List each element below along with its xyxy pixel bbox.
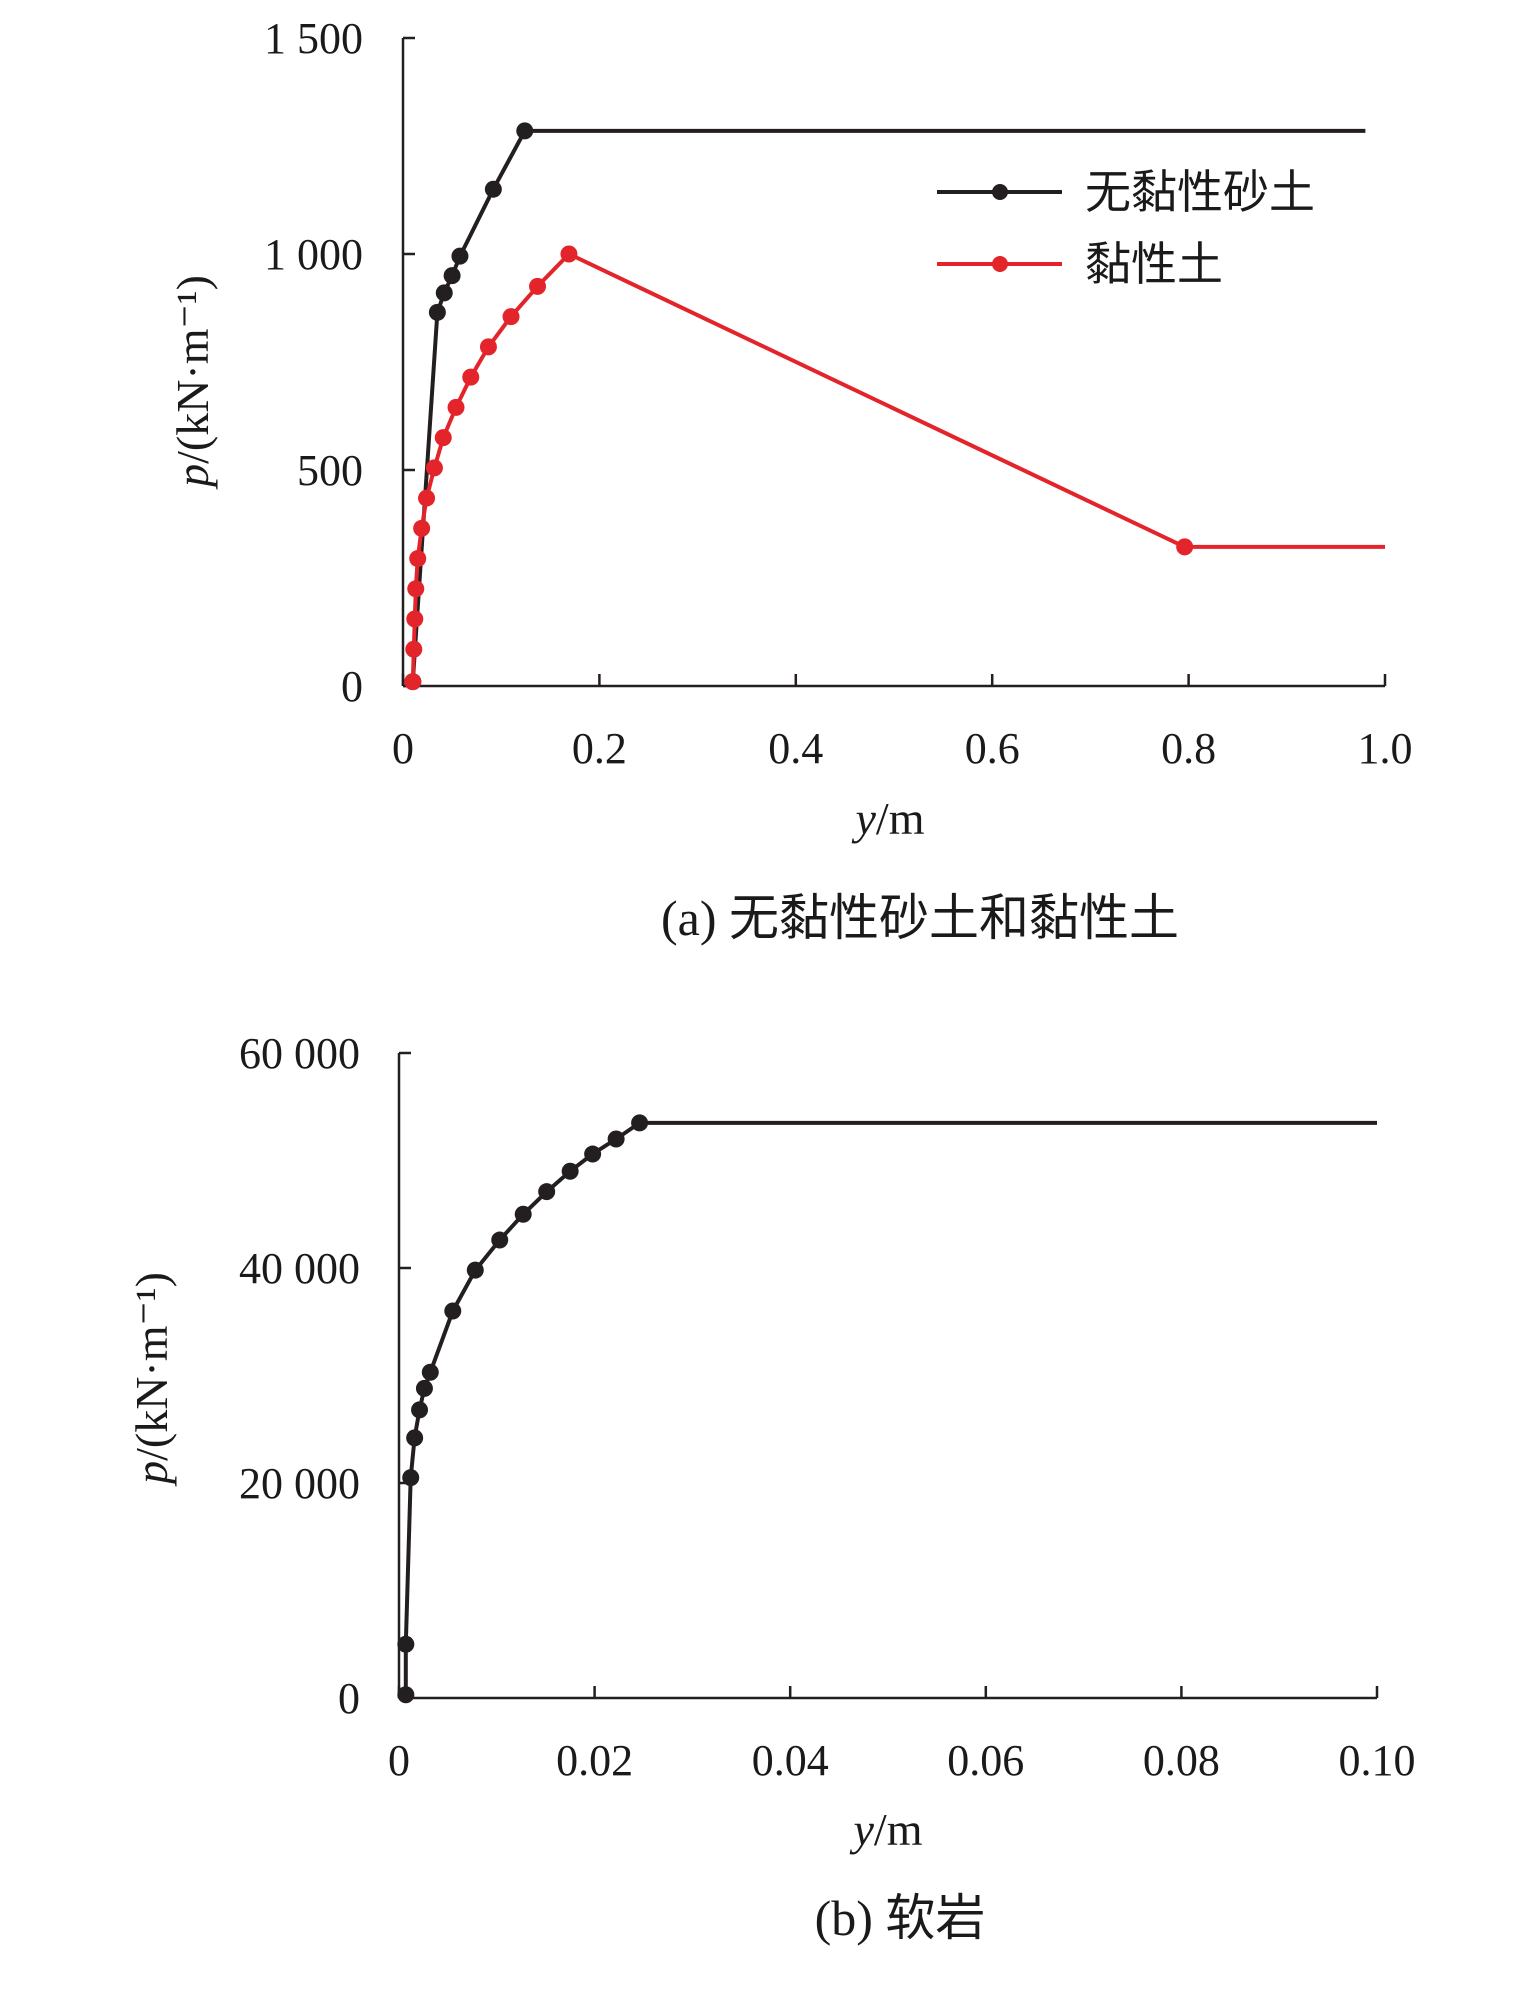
chart-b-series-0-point xyxy=(415,1379,433,1397)
chart-b-ylabel-unit: /(kN·m⁻¹) xyxy=(126,1272,177,1461)
chart-b-series-0-point xyxy=(402,1469,420,1487)
chart-a-y-tick-label: 0 xyxy=(341,662,363,711)
legend-marker-cohesive-soil xyxy=(992,256,1008,272)
chart-a-tick-labels: 0 0.2 0.4 0.6 0.8 1.0 0 500 1 000 1 500 xyxy=(264,14,1413,773)
chart-a-series-1-point xyxy=(413,519,431,537)
chart-a-series-1-point xyxy=(1176,538,1194,556)
chart-a-series-0-point xyxy=(484,180,502,198)
chart-a-series-1-point xyxy=(447,398,465,416)
chart-a-x-tick-label: 0.2 xyxy=(572,724,627,773)
chart-b-series-0-point xyxy=(406,1429,424,1447)
chart-a-x-tick-label: 1.0 xyxy=(1358,724,1413,773)
chart-panel-a: 0 0.2 0.4 0.6 0.8 1.0 0 500 1 000 1 500 p/(kN·m⁻¹… xyxy=(167,14,1413,946)
legend-label-cohesive-soil: 黏性土 xyxy=(1085,239,1223,290)
chart-b-series-0-point xyxy=(561,1162,579,1180)
chart-b-y-tick-label: 0 xyxy=(338,1674,360,1723)
chart-b-series-0-point xyxy=(397,1686,415,1704)
chart-a-xlabel: y/m xyxy=(852,793,925,844)
chart-b-series-0-point xyxy=(397,1635,415,1653)
chart-a-series-1-point xyxy=(405,640,423,658)
chart-a-y-tick-label: 500 xyxy=(297,446,363,495)
chart-a-series-1-line xyxy=(410,252,1385,682)
legend-label-cohesionless-sand: 无黏性砂土 xyxy=(1085,167,1315,218)
chart-a-x-tick-label: 0 xyxy=(392,724,414,773)
chart-b-axes xyxy=(397,1051,1379,1700)
chart-a-x-tick-label: 0.6 xyxy=(965,724,1020,773)
chart-a-series-1-point xyxy=(404,673,422,691)
chart-a-series-1-point xyxy=(462,368,480,386)
caption-b: (b) 软岩 xyxy=(815,1890,986,1946)
chart-b-series-0-point xyxy=(538,1183,556,1201)
chart-a-series-0-point xyxy=(516,122,534,140)
chart-a-ylabel: p/(kN·m⁻¹) xyxy=(167,275,218,490)
chart-b-x-tick-label: 0.10 xyxy=(1339,1736,1416,1785)
chart-b-x-tick-label: 0.08 xyxy=(1143,1736,1220,1785)
chart-b-series-0-point xyxy=(466,1261,484,1279)
chart-a-xlabel-var: y xyxy=(852,793,877,844)
chart-panel-b: 0 0.02 0.04 0.06 0.08 0.10 0 20 000 40 000 60 000… xyxy=(126,1029,1416,1946)
caption-a: (a) 无黏性砂土和黏性土 xyxy=(661,890,1179,946)
chart-b-ylabel: p/(kN·m⁻¹) xyxy=(126,1272,177,1487)
chart-a-series-1-point xyxy=(479,338,497,356)
chart-b-x-tick-label: 0.02 xyxy=(556,1736,633,1785)
chart-b-xlabel: y/m xyxy=(850,1804,923,1855)
chart-a-series-1-point xyxy=(425,459,443,477)
chart-a-series-1-point xyxy=(409,550,427,568)
chart-b-series-0-point xyxy=(421,1363,439,1381)
chart-b-series-0-point xyxy=(607,1130,625,1148)
chart-a-axes xyxy=(401,36,1387,688)
chart-a-series-0-point xyxy=(428,303,446,321)
chart-b-x-tick-label: 0.04 xyxy=(752,1736,829,1785)
chart-b-x-tick-label: 0.06 xyxy=(947,1736,1024,1785)
chart-b-series-0-point xyxy=(584,1145,602,1163)
chart-b-series-0-point xyxy=(444,1302,462,1320)
chart-b-series xyxy=(397,1114,1377,1704)
chart-b-series-0-point xyxy=(411,1401,429,1419)
chart-a-x-tick-label: 0.4 xyxy=(768,724,823,773)
chart-a-series-0-point xyxy=(443,267,461,285)
chart-b-xlabel-unit: /m xyxy=(874,1804,923,1855)
legend-marker-cohesionless-sand xyxy=(992,184,1008,200)
chart-a-legend: 无黏性砂土 黏性土 xyxy=(937,167,1315,290)
chart-b-y-tick-label: 40 000 xyxy=(239,1244,360,1293)
chart-a-series-1-point xyxy=(560,245,578,263)
chart-b-x-tick-label: 0 xyxy=(388,1736,410,1785)
chart-a-series xyxy=(404,122,1385,691)
chart-b-series-0-point xyxy=(631,1114,649,1132)
chart-b-y-tick-label: 20 000 xyxy=(239,1459,360,1508)
chart-b-ylabel-var: p xyxy=(126,1461,177,1487)
chart-a-series-0-point xyxy=(451,247,469,265)
chart-b-xlabel-var: y xyxy=(850,1804,875,1855)
chart-a-y-tick-label: 1 000 xyxy=(264,230,363,279)
chart-b-series-0-line xyxy=(403,1120,1377,1695)
chart-a-y-tick-label: 1 500 xyxy=(264,14,363,63)
chart-b-y-tick-label: 60 000 xyxy=(239,1029,360,1078)
chart-a-series-1-point xyxy=(418,489,436,507)
chart-a-ylabel-var: p xyxy=(167,464,218,490)
chart-a-series-1-point xyxy=(502,308,520,326)
chart-a-xlabel-unit: /m xyxy=(876,793,925,844)
chart-a-ylabel-unit: /(kN·m⁻¹) xyxy=(167,275,218,464)
chart-b-tick-labels: 0 0.02 0.04 0.06 0.08 0.10 0 20 000 40 000 60 000 xyxy=(239,1029,1416,1785)
chart-a-series-1-point xyxy=(434,429,452,447)
chart-b-series-0-point xyxy=(514,1205,532,1223)
chart-a-x-tick-label: 0.8 xyxy=(1161,724,1216,773)
chart-a-series-1-point xyxy=(406,610,424,628)
chart-a-series-1-point xyxy=(529,277,547,295)
chart-a-series-1-point xyxy=(407,580,425,598)
chart-a-series-0-point xyxy=(435,284,453,302)
chart-b-series-0-point xyxy=(491,1231,509,1249)
